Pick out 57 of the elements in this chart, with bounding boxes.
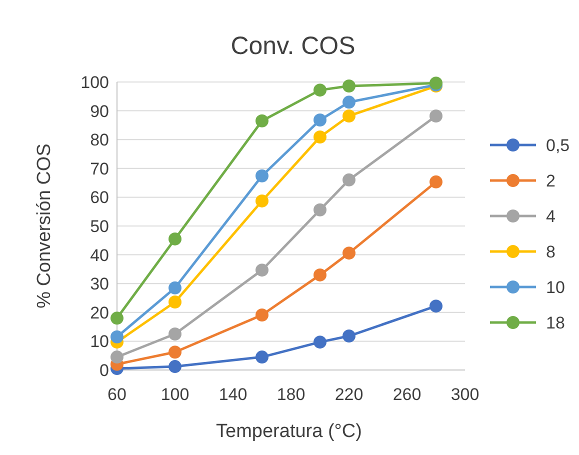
legend-label: 4 (546, 206, 556, 226)
point (314, 84, 326, 97)
point (168, 281, 182, 294)
x-tick-label: 100 (160, 385, 190, 404)
x-tick-label: 60 (108, 385, 126, 404)
point (430, 109, 442, 122)
point (342, 330, 356, 343)
point (342, 109, 356, 122)
legend-label: 0,5 (546, 136, 570, 155)
point (256, 194, 268, 208)
point (168, 346, 182, 359)
x-tick-label: 220 (334, 385, 364, 404)
x-axis-title: Temperatura (°C) (216, 421, 362, 442)
point (168, 328, 182, 340)
legend-label: 10 (546, 278, 565, 297)
point (168, 296, 182, 309)
x-tick-label: 300 (450, 385, 480, 404)
y-tick-label: 30 (90, 274, 109, 294)
point (314, 336, 326, 349)
point (430, 300, 442, 313)
y-tick-label: 80 (90, 130, 109, 150)
y-tick-label: 60 (90, 188, 109, 208)
point (342, 96, 356, 109)
y-tick-label: 100 (80, 72, 109, 92)
y-tick-label: 70 (90, 159, 109, 178)
point (256, 169, 268, 182)
point (256, 264, 268, 277)
point (314, 130, 326, 144)
point (342, 80, 356, 93)
point (110, 312, 124, 325)
point (110, 330, 124, 344)
legend-label: 8 (546, 242, 556, 262)
point (168, 360, 182, 374)
legend-label: 18 (546, 313, 565, 332)
y-tick-label: 0 (100, 360, 109, 380)
point (430, 175, 442, 188)
point (314, 203, 326, 216)
point (256, 308, 268, 322)
point (256, 114, 268, 128)
y-tick-label: 90 (90, 102, 109, 121)
y-tick-label: 50 (90, 216, 109, 236)
point (256, 350, 268, 364)
y-axis-title: % Conversión COS (34, 144, 55, 308)
y-tick-label: 20 (90, 303, 109, 322)
point (314, 114, 326, 127)
x-tick-label: 140 (218, 385, 248, 404)
point (314, 268, 326, 282)
point (110, 350, 124, 364)
point (168, 232, 182, 246)
y-tick-label: 40 (90, 246, 109, 265)
point (342, 173, 356, 186)
legend-label: 2 (546, 171, 556, 190)
chart-title: Conv. COS (230, 32, 356, 60)
x-tick-label: 180 (276, 385, 306, 404)
y-tick-label: 10 (90, 332, 109, 352)
point (342, 246, 356, 260)
x-tick-label: 260 (392, 385, 422, 404)
